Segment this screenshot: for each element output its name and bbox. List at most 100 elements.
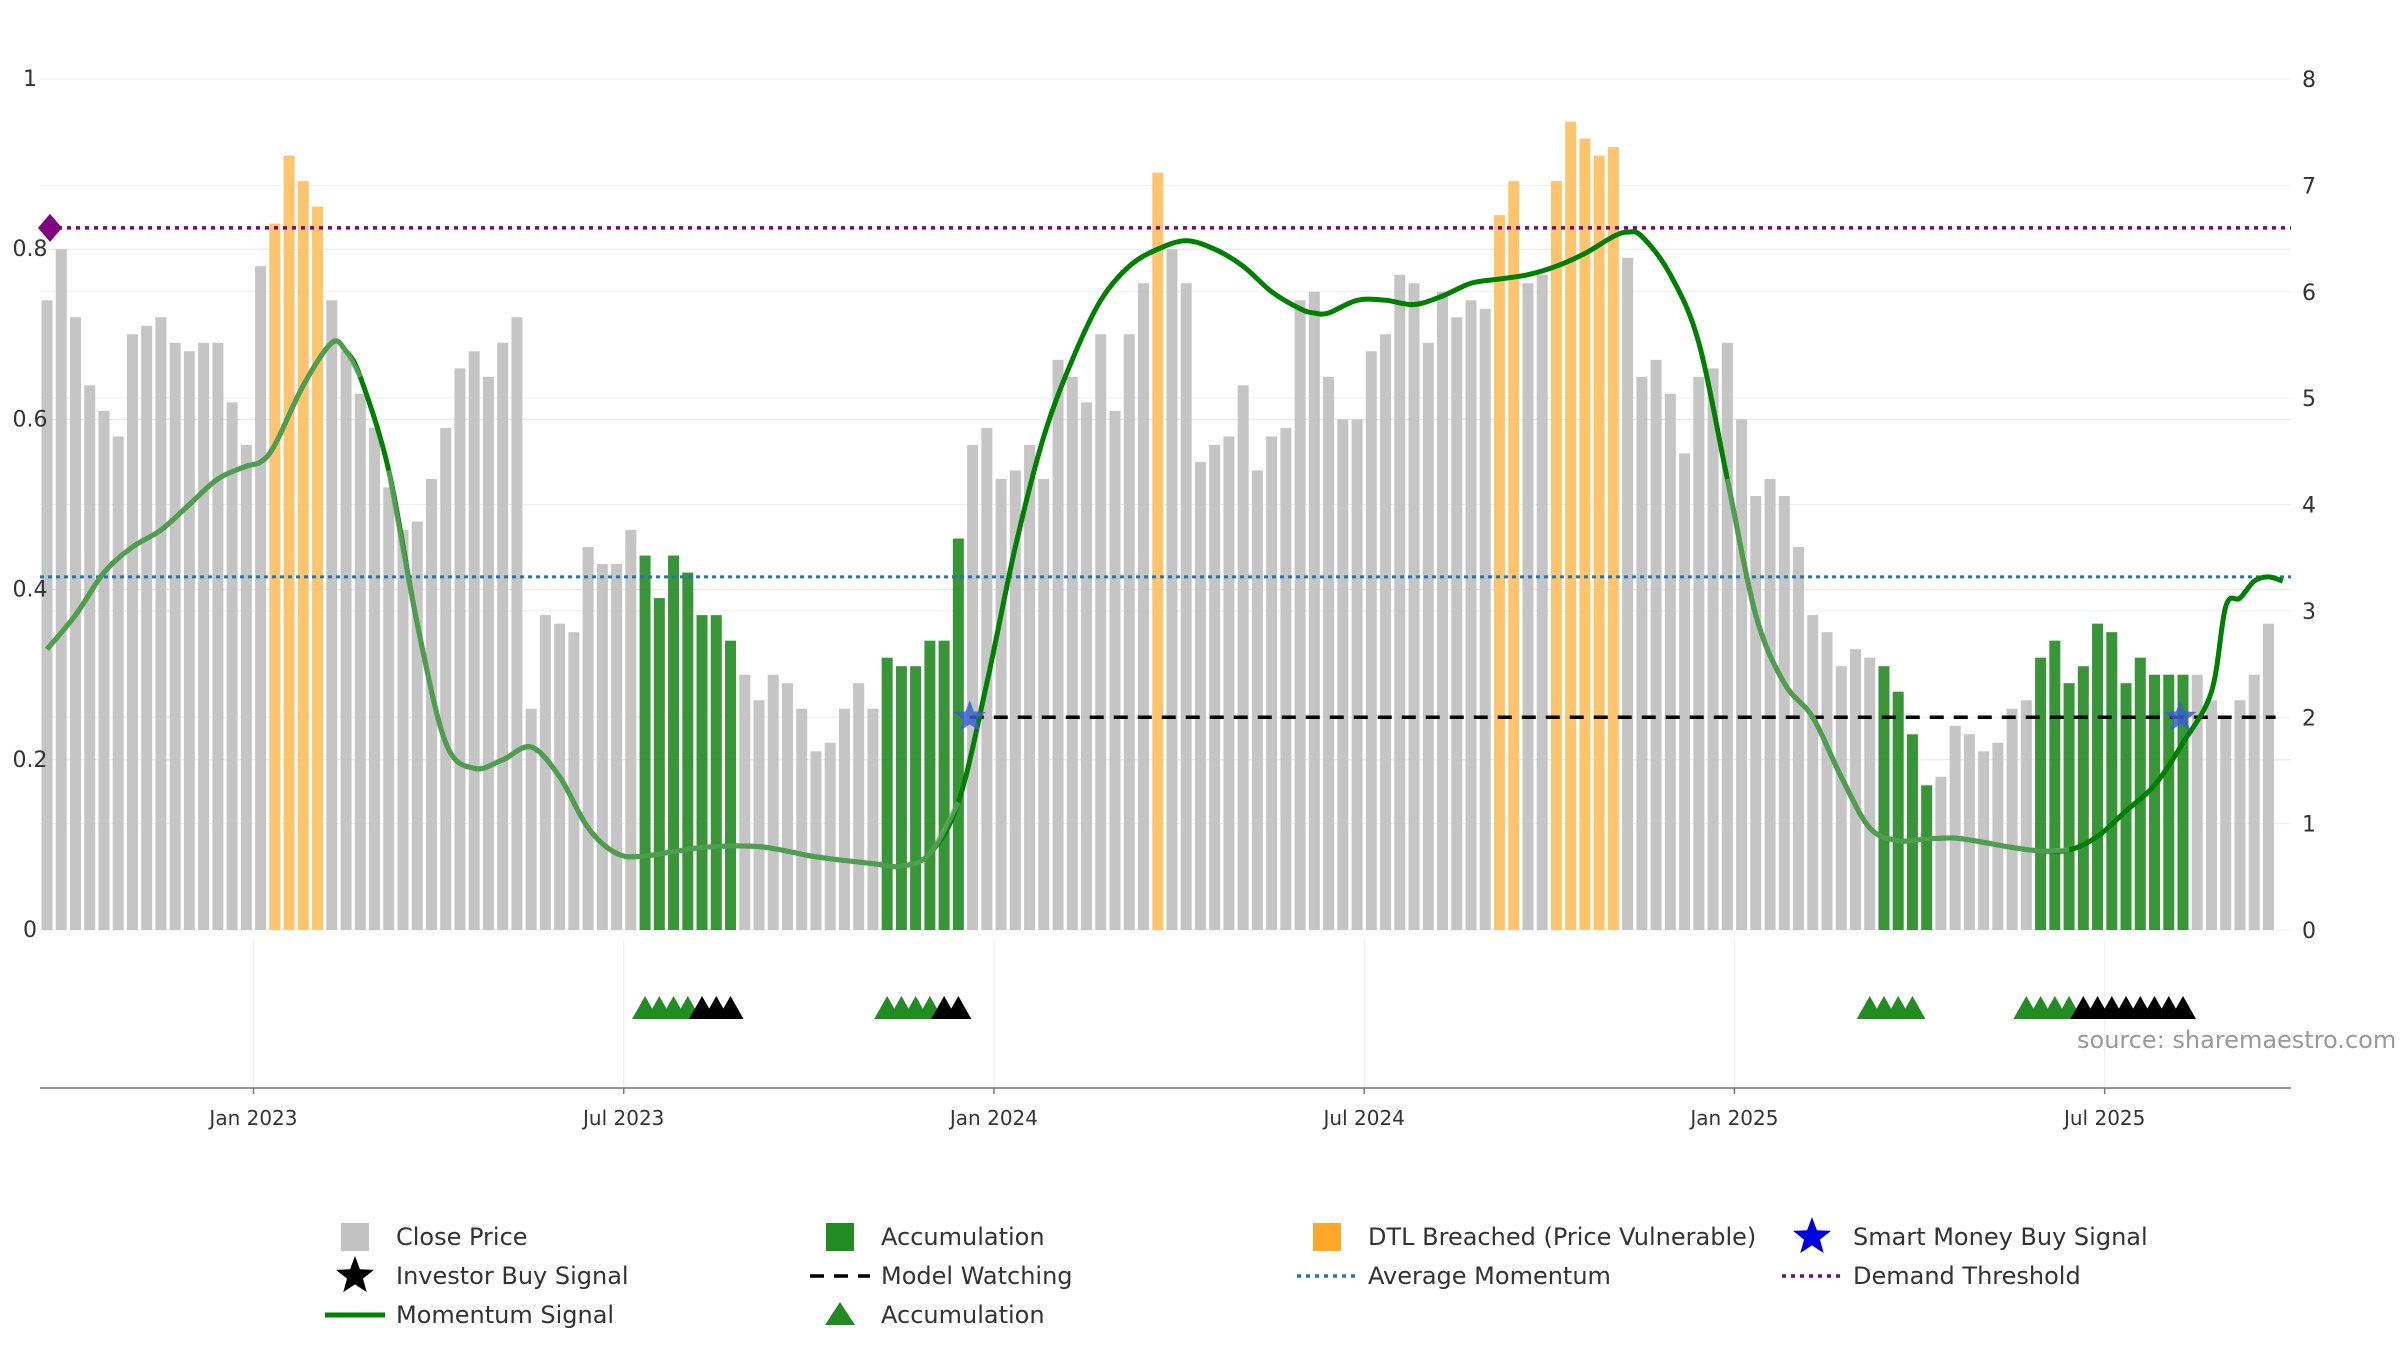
right-tick-label: 1 [2302, 813, 2316, 838]
close-price-bar [1081, 402, 1093, 930]
accumulation-bar [2134, 657, 2146, 930]
close-price-bar [69, 317, 81, 930]
close-price-bar [967, 444, 979, 930]
legend-dtl-swatch [1313, 1223, 1341, 1251]
close-price-bar [397, 530, 409, 930]
close-price-bar [1849, 649, 1861, 930]
close-price-bar [525, 708, 537, 930]
close-price-bar [198, 342, 210, 930]
close-price-bar [1337, 419, 1349, 930]
right-tick-label: 5 [2302, 387, 2316, 412]
close-price-bar [2248, 674, 2260, 930]
close-price-bar [440, 427, 452, 930]
dtl-breached-bar [1550, 181, 1562, 930]
close-price-bar [1736, 419, 1748, 930]
accumulation-bar [910, 666, 922, 930]
legend-label: Accumulation [881, 1301, 1045, 1329]
x-tick-label: Jan 2023 [207, 1106, 297, 1130]
close-price-bar [995, 478, 1007, 930]
close-price-bar [1038, 478, 1050, 930]
close-price-bar [1209, 444, 1221, 930]
close-price-bar [1821, 632, 1833, 930]
close-price-bar [1024, 444, 1036, 930]
close-price-bar [55, 249, 67, 930]
legend-label: DTL Breached (Price Vulnerable) [1368, 1223, 1756, 1251]
accumulation-triangle [1899, 996, 1926, 1019]
legend: Close Price Accumulation DTL Breached (Pri… [325, 1217, 2148, 1329]
close-price-bar [739, 674, 751, 930]
close-price-bar [1522, 283, 1534, 930]
close-price-bar [539, 615, 551, 930]
close-price-bar [1237, 385, 1249, 930]
close-price-bar [1137, 283, 1149, 930]
momentum-line [45, 229, 2284, 870]
right-axis: 0 1 2 3 4 5 6 7 8 [2302, 68, 2316, 944]
close-price-bar [326, 300, 338, 930]
close-price-bar [212, 342, 224, 930]
x-tick-label: Jan 2024 [948, 1106, 1038, 1130]
close-price-bar [1707, 368, 1719, 931]
close-price-bar [1721, 342, 1733, 930]
close-price-bar [1835, 666, 1847, 930]
close-price-bar [411, 521, 423, 930]
close-price-bar [240, 444, 252, 930]
close-price-bar [1935, 776, 1947, 930]
close-price-bar [482, 376, 494, 931]
close-price-bar [796, 708, 808, 930]
close-price-bar [1351, 419, 1363, 930]
accumulation-bar [639, 555, 651, 930]
close-price-bar [369, 427, 381, 930]
dtl-breached-bar [1493, 215, 1505, 930]
close-price-bar [1451, 317, 1463, 930]
close-price-bar [1679, 453, 1691, 930]
right-tick-label: 2 [2302, 706, 2316, 731]
price-bars [41, 121, 2274, 931]
accumulation-bar [2092, 623, 2104, 930]
legend-accumulation-triangle [825, 1302, 855, 1325]
left-tick-label: 0.2 [13, 748, 48, 773]
close-price-bar [1536, 274, 1548, 931]
close-price-bar [497, 342, 509, 930]
close-price-bar [1636, 376, 1648, 931]
smart-money-star [953, 700, 986, 732]
legend-smart-money-star [1792, 1217, 1832, 1254]
accumulation-bar [2177, 674, 2189, 930]
legend-label: Demand Threshold [1853, 1262, 2081, 1290]
right-tick-label: 0 [2302, 919, 2316, 944]
momentum-line-faded [1724, 478, 2070, 854]
close-price-bar [611, 564, 623, 930]
demand-threshold-marker [38, 213, 62, 242]
close-price-bar [781, 683, 793, 930]
close-price-bar [1764, 478, 1776, 930]
close-price-bar [2262, 623, 2274, 930]
dtl-breached-bar [1593, 155, 1605, 931]
close-price-bar [867, 708, 879, 930]
close-price-bar [1009, 470, 1021, 930]
close-price-bar [1365, 351, 1377, 930]
legend-label: Momentum Signal [396, 1301, 614, 1329]
close-price-bar [2205, 700, 2217, 930]
close-price-bar [2234, 700, 2246, 930]
left-tick-label: 0.6 [13, 407, 48, 432]
close-price-bar [1750, 495, 1762, 930]
close-price-bar [853, 683, 865, 930]
close-price-bar [1408, 283, 1420, 930]
x-tick-label: Jul 2023 [581, 1106, 664, 1130]
close-price-bar [425, 478, 437, 930]
close-price-bar [1280, 427, 1292, 930]
close-price-bar [511, 317, 523, 930]
x-axis: Jan 2023 Jul 2023 Jan 2024 Jul 2024 Jan 2025… [40, 1087, 2291, 1130]
accumulation-bar [2120, 683, 2132, 930]
close-price-bar [2020, 700, 2032, 930]
accumulation-bar [2077, 666, 2089, 930]
close-price-bar [183, 351, 195, 930]
accumulation-bar [682, 572, 694, 930]
left-axis: 0 0.2 0.4 0.6 0.8 1 [13, 67, 48, 943]
close-price-bar [568, 632, 580, 930]
legend-accumulation-swatch [826, 1223, 854, 1251]
accumulation-bar [2163, 674, 2175, 930]
smart-money-star [2163, 700, 2197, 732]
close-price-bar [226, 402, 238, 930]
close-price-bar [383, 487, 395, 930]
close-price-bar [1650, 359, 1662, 931]
